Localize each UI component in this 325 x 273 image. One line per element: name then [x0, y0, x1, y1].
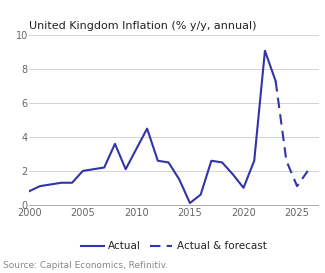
Text: United Kingdom Inflation (% y/y, annual): United Kingdom Inflation (% y/y, annual) [29, 20, 257, 31]
Legend: Actual, Actual & forecast: Actual, Actual & forecast [77, 237, 271, 255]
Text: Source: Capital Economics, Refinitiv.: Source: Capital Economics, Refinitiv. [3, 261, 168, 270]
